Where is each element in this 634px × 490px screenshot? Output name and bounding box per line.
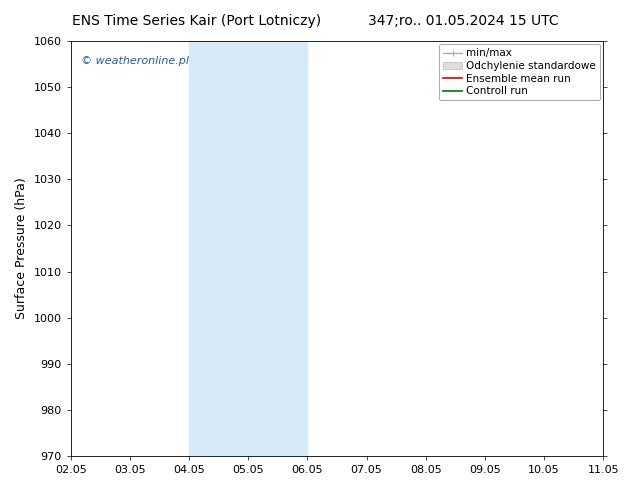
Y-axis label: Surface Pressure (hPa): Surface Pressure (hPa) xyxy=(15,178,28,319)
Bar xyxy=(603,41,634,456)
Text: © weatheronline.pl: © weatheronline.pl xyxy=(81,55,190,66)
Legend: min/max, Odchylenie standardowe, Ensemble mean run, Controll run: min/max, Odchylenie standardowe, Ensembl… xyxy=(439,44,600,100)
Bar xyxy=(189,41,307,456)
Text: ENS Time Series Kair (Port Lotniczy): ENS Time Series Kair (Port Lotniczy) xyxy=(72,14,321,28)
Text: 347;ro.. 01.05.2024 15 UTC: 347;ro.. 01.05.2024 15 UTC xyxy=(368,14,558,28)
